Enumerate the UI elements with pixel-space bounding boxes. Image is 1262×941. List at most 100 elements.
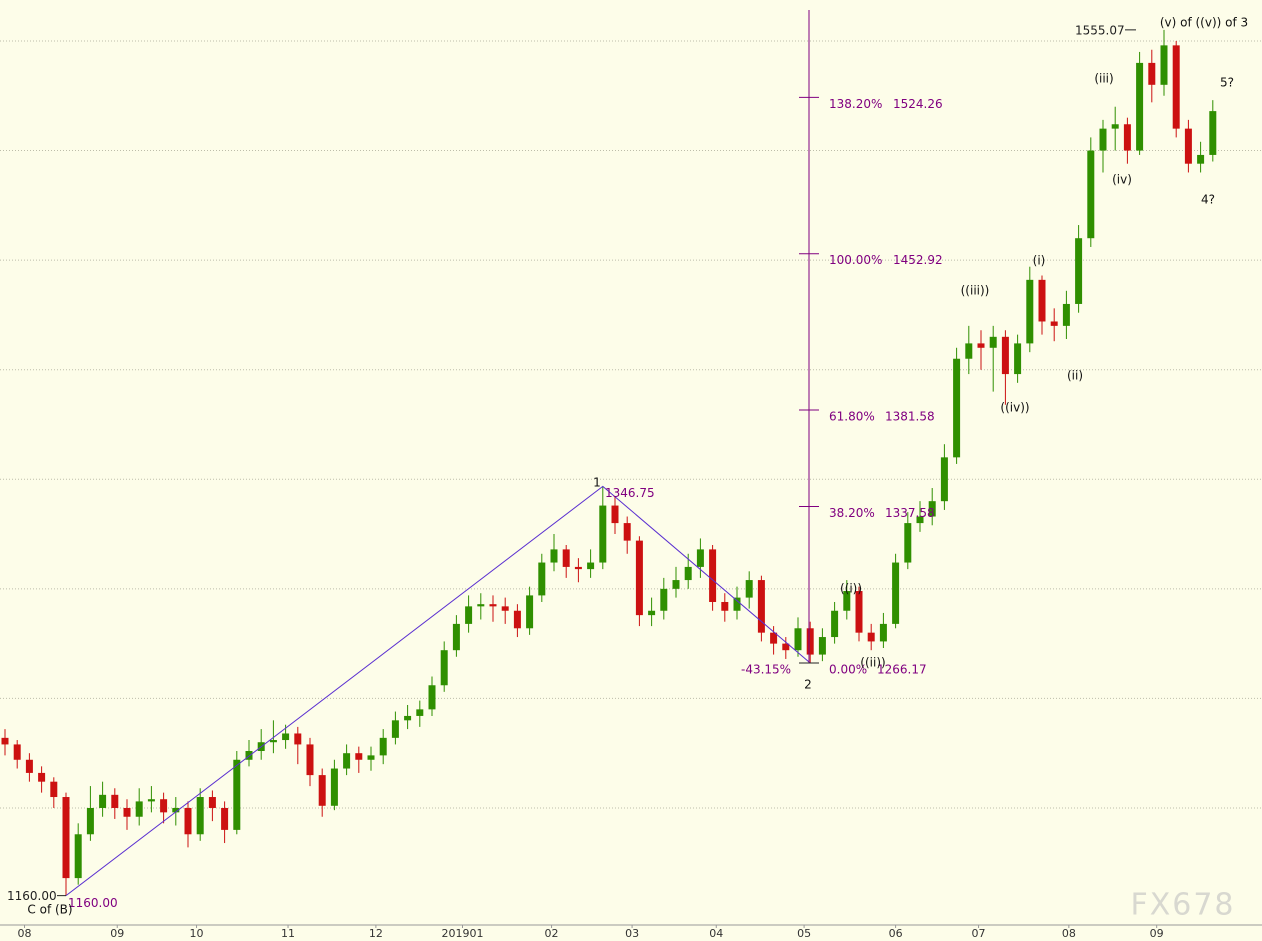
candle-body bbox=[794, 628, 802, 651]
wave-label: ((iv)) bbox=[1000, 401, 1029, 415]
candle-body bbox=[355, 753, 363, 760]
candle-body bbox=[562, 549, 570, 567]
candle-body bbox=[1099, 128, 1107, 151]
candle-body bbox=[428, 685, 436, 710]
candle-body bbox=[989, 336, 997, 348]
candle-body bbox=[806, 628, 814, 655]
candle-body bbox=[1184, 128, 1192, 164]
candle-body bbox=[282, 733, 290, 741]
candle-body bbox=[1209, 111, 1217, 155]
candle-body bbox=[245, 751, 253, 760]
candle-body bbox=[940, 457, 948, 502]
wave-label: (v) of ((v)) of 3 bbox=[1160, 16, 1248, 30]
candle-body bbox=[501, 606, 509, 611]
candle-body bbox=[709, 549, 717, 602]
candle-body bbox=[526, 595, 534, 629]
x-tick-label: 06 bbox=[889, 927, 903, 940]
candle-body bbox=[818, 637, 826, 655]
candle-body bbox=[184, 807, 192, 835]
fib-price: 1524.26 bbox=[893, 97, 943, 111]
candle-body bbox=[1038, 279, 1046, 322]
candle-body bbox=[404, 715, 412, 721]
candle-body bbox=[306, 744, 314, 776]
price-label: 1555.07 bbox=[1075, 23, 1125, 37]
fib-ratio: 138.20% bbox=[829, 97, 882, 111]
candle-body bbox=[111, 794, 119, 808]
fib-ratio: 100.00% bbox=[829, 253, 882, 267]
candle-body bbox=[1, 737, 9, 745]
price-label: 1346.75 bbox=[605, 486, 655, 500]
candle-body bbox=[1148, 62, 1156, 85]
candle-body bbox=[879, 623, 887, 642]
candle-body bbox=[672, 580, 680, 589]
candle-body bbox=[62, 797, 70, 879]
candle-body bbox=[757, 580, 765, 633]
candle-body bbox=[172, 807, 180, 813]
candle-body bbox=[25, 759, 33, 773]
candle-body bbox=[831, 610, 839, 638]
candle-body bbox=[221, 807, 229, 830]
candle-body bbox=[367, 755, 375, 760]
fib-ratio: 0.00% bbox=[829, 662, 867, 676]
candle-body bbox=[123, 807, 131, 817]
candle-body bbox=[623, 523, 631, 541]
candle-body bbox=[50, 781, 58, 798]
x-tick-label: 09 bbox=[110, 927, 124, 940]
candle-body bbox=[1026, 279, 1034, 344]
watermark: FX678 bbox=[1130, 888, 1235, 923]
candle-body bbox=[1160, 45, 1168, 85]
candle-body bbox=[916, 516, 924, 524]
candle-body bbox=[318, 775, 326, 806]
candle-body bbox=[1014, 343, 1022, 375]
x-tick-label: 10 bbox=[190, 927, 204, 940]
candle-body bbox=[696, 549, 704, 567]
x-tick-label: 201901 bbox=[442, 927, 484, 940]
candle-body bbox=[843, 591, 851, 611]
candle-body bbox=[233, 759, 241, 830]
candle-body bbox=[1062, 303, 1070, 326]
fib-ratio: 38.20% bbox=[829, 506, 875, 520]
wave-label: 1 bbox=[593, 476, 601, 490]
candle-body bbox=[745, 580, 753, 598]
fib-price: 1337.58 bbox=[885, 506, 935, 520]
candle-body bbox=[452, 623, 460, 651]
candle-body bbox=[587, 562, 595, 570]
candle-body bbox=[391, 720, 399, 738]
fib-price: 1381.58 bbox=[885, 410, 935, 424]
candle-body bbox=[782, 643, 790, 651]
candle-body bbox=[770, 632, 778, 644]
fib-price: 1452.92 bbox=[893, 253, 943, 267]
candle-body bbox=[330, 768, 338, 806]
candle-body bbox=[416, 709, 424, 716]
candle-body bbox=[38, 772, 46, 782]
candle-body bbox=[855, 591, 863, 633]
candle-body bbox=[953, 358, 961, 458]
candle-body bbox=[208, 797, 216, 808]
wave-label: ((iii)) bbox=[961, 284, 990, 298]
candle-body bbox=[574, 566, 582, 570]
x-tick-label: 11 bbox=[281, 927, 295, 940]
candle-body bbox=[269, 740, 277, 743]
candle-body bbox=[1001, 336, 1009, 375]
candle-body bbox=[477, 604, 485, 607]
x-tick-label: 02 bbox=[545, 927, 559, 940]
candle-body bbox=[538, 562, 546, 596]
candle-body bbox=[343, 753, 351, 769]
x-tick-label: 12 bbox=[369, 927, 383, 940]
candle-body bbox=[379, 737, 387, 756]
candle-body bbox=[684, 566, 692, 581]
candle-body bbox=[74, 834, 82, 879]
candle-body bbox=[1087, 150, 1095, 239]
x-tick-label: 05 bbox=[797, 927, 811, 940]
wave-label: (iii) bbox=[1094, 72, 1113, 86]
x-tick-label: 03 bbox=[625, 927, 639, 940]
wave-label: 4? bbox=[1201, 193, 1215, 207]
x-tick-label: 08 bbox=[18, 927, 32, 940]
x-tick-label: 07 bbox=[972, 927, 986, 940]
candle-body bbox=[135, 801, 143, 817]
candle-body bbox=[977, 343, 985, 348]
fib-ratio: 61.80% bbox=[829, 410, 875, 424]
